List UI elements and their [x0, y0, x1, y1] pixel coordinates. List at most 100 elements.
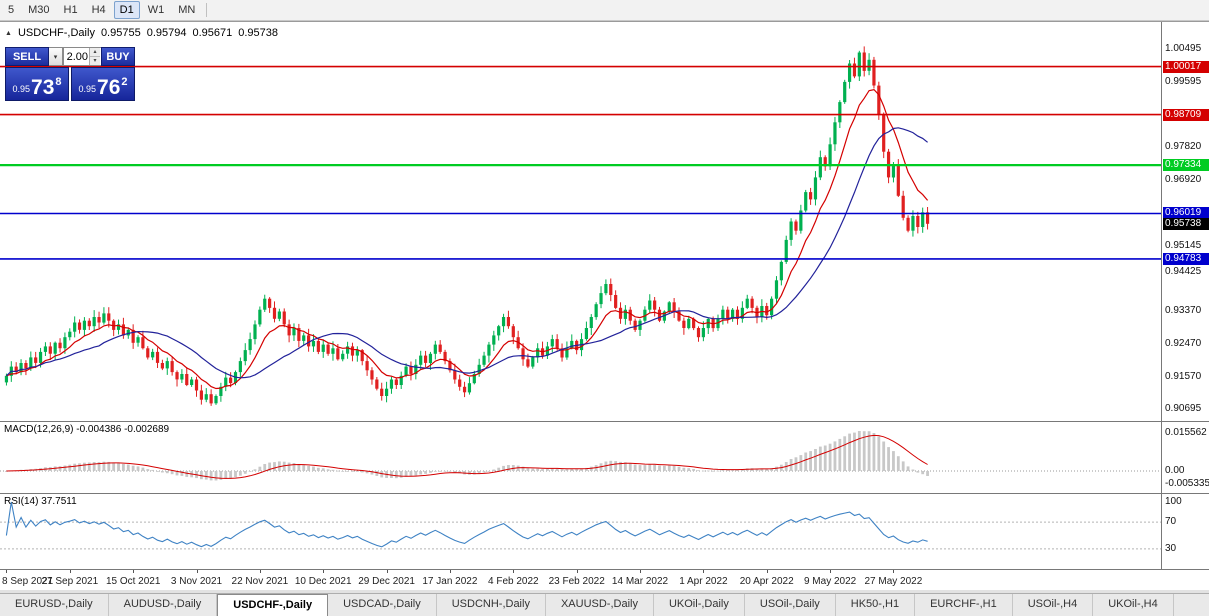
timeframe-button-h4[interactable]: H4: [91, 4, 106, 16]
tab-xauusd-daily[interactable]: XAUUSD-,Daily: [545, 594, 654, 616]
timeframe-button-h1[interactable]: H1: [63, 4, 78, 16]
panel-separator[interactable]: [0, 493, 1209, 494]
tab-usdchf-daily[interactable]: USDCHF-,Daily: [217, 594, 329, 616]
price-axis-label: 0.92470: [1165, 337, 1202, 349]
macd-axis-label: 0.00: [1165, 464, 1185, 476]
date-tick: [196, 570, 198, 573]
volume-increase-button[interactable]: ▴: [90, 48, 100, 57]
date-tick: [6, 570, 8, 573]
buy-price-main: 76: [97, 76, 121, 99]
macd-axis-label: -0.005335: [1165, 478, 1209, 490]
date-axis-label: 29 Dec 2021: [358, 576, 415, 587]
rsi-axis-label: 30: [1165, 542, 1177, 554]
date-axis-label: 14 Mar 2022: [611, 576, 669, 587]
date-axis-label: 22 Nov 2021: [231, 576, 289, 587]
price-axis-label: 0.90695: [1165, 403, 1202, 415]
price-level-badge: 0.98709: [1163, 108, 1209, 121]
close-value: 0.95738: [238, 27, 278, 39]
date-axis-label: 10 Dec 2021: [294, 576, 352, 587]
sell-price-main: 73: [31, 76, 55, 99]
macd-axis-label: 0.015562: [1165, 426, 1207, 438]
macd-indicator-chart[interactable]: [0, 422, 1161, 493]
date-axis-label: 17 Jan 2022: [422, 576, 478, 587]
date-tick: [513, 570, 515, 573]
price-axis-label: 0.93370: [1165, 304, 1202, 316]
price-level-badge: 0.97334: [1163, 159, 1209, 172]
timeframe-toolbar: 5 M30 H1 H4 D1 W1 MN: [0, 0, 1209, 21]
tab-usdcnh-daily[interactable]: USDCNH-,Daily: [436, 594, 546, 616]
timeframe-button-d1[interactable]: D1: [113, 1, 140, 19]
date-axis-label: 4 Feb 2022: [487, 576, 539, 587]
price-level-badge: 0.94783: [1163, 252, 1209, 265]
date-tick: [640, 570, 641, 573]
tab-audusd-daily[interactable]: AUDUSD-,Daily: [108, 594, 218, 616]
chart-ohlc-header: ▲ USDCHF-,Daily 0.95755 0.95794 0.95671 …: [5, 27, 278, 39]
price-axis-label: 0.95145: [1165, 239, 1202, 251]
timeframe-button-5[interactable]: 5: [8, 4, 15, 16]
rsi-axis-label: 100: [1165, 496, 1182, 508]
timeframe-button-mn[interactable]: MN: [178, 4, 196, 16]
buy-price-pip: 2: [121, 76, 128, 88]
tab-eurchf-h1[interactable]: EURCHF-,H1: [915, 594, 1013, 616]
chart-tabs-bar: EURUSD-,Daily AUDUSD-,Daily USDCHF-,Daily U…: [0, 593, 1209, 616]
collapse-trade-panel-icon[interactable]: ▲: [5, 29, 12, 37]
tab-eurusd-daily[interactable]: EURUSD-,Daily: [0, 594, 109, 616]
chevron-down-icon: ▾: [53, 53, 58, 61]
buy-button[interactable]: BUY: [101, 47, 135, 66]
order-options-dropdown[interactable]: ▾: [49, 47, 63, 66]
date-axis-label: 27 Sep 2021: [41, 576, 99, 587]
buy-price-display[interactable]: 0.95 76 2: [71, 67, 135, 101]
price-axis[interactable]: 1.00495 0.99595 0.97820 0.96920 0.95145 0.944…: [1161, 22, 1209, 570]
tab-hk50-h1[interactable]: HK50-,H1: [835, 594, 916, 616]
tab-usoil-h4[interactable]: USOil-,H4: [1012, 594, 1094, 616]
panel-separator[interactable]: [0, 421, 1209, 422]
date-tick: [893, 570, 895, 573]
tab-usoil-daily[interactable]: USOil-,Daily: [744, 594, 836, 616]
rsi-value: 37.7511: [41, 496, 77, 507]
tab-ukoil-daily[interactable]: UKOil-,Daily: [653, 594, 745, 616]
date-tick: [259, 570, 261, 573]
symbol-period-label: USDCHF-,Daily: [17, 27, 95, 39]
date-axis[interactable]: 8 Sep 2021 27 Sep 2021 15 Oct 2021 3 Nov 20…: [0, 570, 1161, 590]
tab-ukoil-h4[interactable]: UKOil-,H4: [1093, 594, 1174, 616]
price-axis-label: 0.91570: [1165, 370, 1202, 382]
date-axis-label: 15 Oct 2021: [105, 576, 161, 587]
volume-input[interactable]: [64, 48, 89, 65]
date-axis-label: 23 Feb 2022: [548, 576, 605, 587]
date-tick: [576, 570, 578, 573]
tab-usdcad-daily[interactable]: USDCAD-,Daily: [328, 594, 437, 616]
open-value: 0.95755: [100, 27, 141, 39]
horizontal-scrollbar[interactable]: [0, 590, 1209, 593]
volume-decrease-button[interactable]: ▾: [90, 57, 100, 65]
low-value: 0.95671: [192, 27, 233, 39]
rsi-indicator-chart[interactable]: [0, 494, 1161, 569]
macd-values: -0.004386 -0.002689: [76, 424, 170, 435]
volume-stepper: ▴ ▾: [63, 47, 101, 66]
macd-label: MACD(12,26,9) -0.004386 -0.002689: [4, 424, 169, 435]
buy-price-prefix: 0.95: [78, 84, 97, 94]
date-tick: [766, 570, 768, 573]
date-axis-label: 9 May 2022: [803, 576, 857, 587]
date-axis-label: 1 Apr 2022: [679, 576, 728, 587]
price-level-badge: 1.00017: [1163, 60, 1209, 73]
timeframe-button-w1[interactable]: W1: [147, 4, 165, 16]
sell-price-pip: 8: [55, 76, 62, 88]
sell-price-prefix: 0.95: [12, 84, 31, 94]
price-axis-label: 0.94425: [1165, 266, 1202, 278]
date-axis-label: 3 Nov 2021: [170, 576, 223, 587]
price-axis-label: 0.96920: [1165, 174, 1202, 186]
sell-button[interactable]: SELL: [5, 47, 49, 66]
date-tick: [133, 570, 135, 573]
date-tick: [703, 570, 705, 573]
candlestick-price-chart[interactable]: [0, 22, 1161, 421]
toolbar-divider: [206, 3, 208, 17]
timeframe-button-m30[interactable]: M30: [28, 4, 50, 16]
rsi-label: RSI(14) 37.7511: [4, 496, 77, 507]
date-axis-label: 20 Apr 2022: [739, 576, 794, 587]
panel-separator: [0, 569, 1209, 570]
sell-price-display[interactable]: 0.95 73 8: [5, 67, 69, 101]
price-axis-label: 0.99595: [1165, 76, 1202, 88]
price-axis-label: 0.97820: [1165, 141, 1202, 153]
